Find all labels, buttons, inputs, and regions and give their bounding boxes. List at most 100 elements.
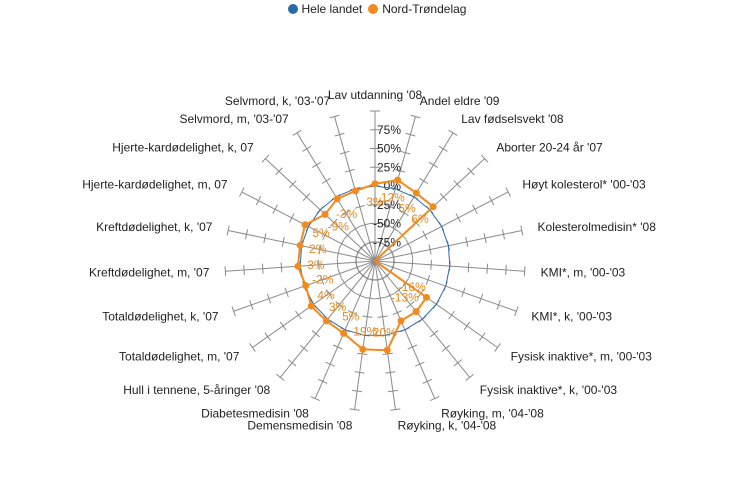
axis-tick (407, 344, 418, 350)
category-label: Hjerte-kardødelighet, m, 07 (82, 178, 228, 192)
axis-tick (453, 180, 461, 189)
axis-tick (263, 233, 267, 244)
axis-tick (448, 129, 458, 136)
axis-tick (352, 389, 363, 393)
axis-tick (486, 263, 489, 274)
data-point (302, 282, 310, 290)
axis-tick (375, 296, 386, 300)
axis-tick (272, 204, 278, 214)
category-label: KMI*, k, '00-'03 (531, 310, 612, 324)
axis-tick (276, 373, 285, 381)
axis-tick (483, 233, 487, 244)
data-point (359, 345, 367, 353)
axis-tick (488, 195, 495, 206)
axis-tick (302, 193, 311, 202)
axis-tick (428, 244, 432, 255)
legend-item[interactable]: Nord-Trøndelag (368, 2, 466, 16)
series-line-hele-landet (299, 185, 451, 336)
axis-tick (302, 145, 312, 152)
axis-tick (344, 168, 355, 173)
axis-tick (317, 378, 328, 384)
axis-tick (472, 204, 478, 214)
data-point (383, 346, 391, 354)
axis-tick (311, 330, 321, 338)
axis-tick (330, 218, 338, 227)
axis-tick (341, 209, 351, 216)
axis-tick (400, 150, 411, 155)
category-label: Selvmord, m, '03-'07 (179, 112, 289, 126)
axis-tick (224, 266, 227, 277)
data-point (301, 221, 309, 229)
axis-tick (465, 373, 474, 381)
data-label: 3% (366, 195, 384, 209)
data-label: 3% (307, 258, 325, 272)
axis-tick (395, 168, 406, 173)
axis-tick (281, 236, 285, 247)
axis-tick (350, 225, 361, 232)
axis-tick (410, 248, 414, 259)
axis-tick (362, 315, 373, 318)
legend-marker (368, 4, 379, 14)
axis-tick (415, 361, 425, 367)
axis-tick (429, 396, 440, 402)
axis-tick (336, 258, 339, 269)
category-label: Fysisk inaktive*, m, '00-'03 (511, 350, 653, 364)
data-label: 4% (317, 289, 335, 303)
axis-tick (255, 195, 262, 206)
axis-tick (364, 241, 375, 245)
axis-tick (429, 330, 439, 338)
axis-tick (382, 352, 393, 356)
axis-tick (425, 274, 431, 285)
axis-tick (364, 296, 375, 300)
axis-tick (312, 161, 322, 168)
category-label: Aborter 20-24 år '07 (496, 141, 603, 155)
axis-tick (505, 187, 511, 197)
legend-label: Nord-Trøndelag (382, 2, 467, 16)
axis-tick (226, 225, 230, 236)
axis-tick (279, 321, 287, 331)
radial-tick-label: 25% (377, 160, 401, 174)
legend-item[interactable]: Hele landet (287, 2, 362, 16)
category-label: Andel eldre '09 (420, 94, 500, 108)
axis-tick (239, 187, 245, 197)
radial-tick-label: 75% (377, 123, 401, 137)
data-label: -9% (328, 220, 350, 234)
category-label: Totaldødelighet, k, '07 (102, 310, 219, 324)
axis-tick (463, 321, 471, 331)
axis-tick (336, 248, 340, 259)
data-label: 6% (411, 212, 429, 226)
axis-tick (389, 225, 400, 232)
axis-tick (428, 161, 438, 168)
data-label: 20% (373, 325, 397, 339)
data-label: 5% (312, 226, 330, 240)
axis-tick (478, 293, 484, 304)
category-label: Kreftdødelighet, m, '07 (89, 265, 210, 279)
data-point (394, 176, 402, 184)
category-label: Demensmedisin '08 (247, 418, 352, 432)
axis-tick (405, 132, 416, 137)
data-label: 12% (381, 190, 405, 204)
axis-tick (387, 389, 398, 393)
axis-tick (494, 343, 501, 352)
axis-tick (341, 278, 348, 287)
axis-tick (349, 408, 360, 411)
axis-tick (299, 344, 309, 352)
axis-tick (264, 332, 272, 342)
axis-tick (261, 263, 264, 274)
axis-tick (505, 264, 507, 275)
axis-tick (496, 300, 501, 310)
axis-tick (478, 332, 486, 342)
axis-tick (354, 371, 365, 374)
axis-tick (318, 244, 322, 255)
radial-tick-label: 50% (377, 142, 401, 156)
data-label: -3% (336, 207, 358, 221)
axis-tick (284, 287, 289, 298)
axis-tick (280, 262, 283, 273)
axis-tick (438, 145, 448, 152)
axis-tick (523, 266, 526, 277)
axis-tick (334, 132, 345, 137)
axis-tick (359, 223, 370, 227)
axis-tick (318, 259, 320, 270)
data-point (422, 293, 430, 301)
